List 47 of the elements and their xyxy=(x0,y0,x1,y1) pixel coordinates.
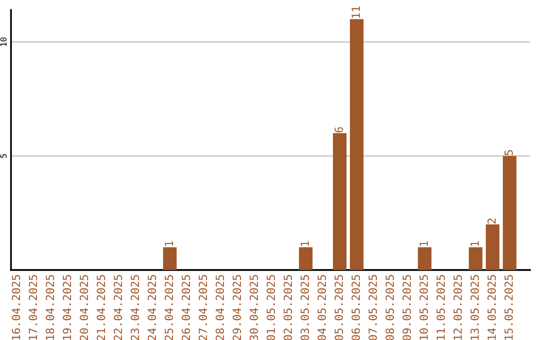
x-tick-label: 23.04.2025 xyxy=(130,275,140,340)
bar xyxy=(418,247,432,270)
x-tick-label: 09.05.2025 xyxy=(402,275,411,340)
data-label: 1 xyxy=(470,241,479,246)
data-label: 1 xyxy=(164,241,173,246)
data-label: 5 xyxy=(504,150,513,156)
x-tick-label: 12.05.2025 xyxy=(453,275,462,340)
x-tick-label: 22.04.2025 xyxy=(114,275,122,340)
x-tick-label: 17.04.2025 xyxy=(28,275,38,340)
data-label: 11 xyxy=(352,6,360,18)
x-tick-label: 18.04.2025 xyxy=(46,275,54,340)
x-tick-label: 25.04.2025 xyxy=(164,275,174,340)
x-tick-label: 03.05.2025 xyxy=(300,275,310,340)
x-tick-label: 06.05.2025 xyxy=(352,275,360,340)
bar xyxy=(298,247,313,270)
x-tick-label: 14.05.2025 xyxy=(487,275,496,340)
x-tick-label: 13.05.2025 xyxy=(470,275,479,340)
data-label: 1 xyxy=(300,241,309,246)
x-tick-label: 02.05.2025 xyxy=(284,275,292,340)
x-tick-label: 08.05.2025 xyxy=(386,275,394,340)
bar xyxy=(332,133,347,270)
bar xyxy=(163,247,177,270)
x-tick-label: 11.05.2025 xyxy=(436,275,445,340)
x-tick-label: 01.05.2025 xyxy=(266,275,276,340)
bar xyxy=(468,247,482,270)
x-tick-label: 24.04.2025 xyxy=(148,275,156,340)
bar xyxy=(502,156,516,270)
x-tick-label: 27.04.2025 xyxy=(198,275,208,340)
x-tick-label: 28.04.2025 xyxy=(216,275,224,340)
x-tick-label: 05.05.2025 xyxy=(334,275,343,340)
x-tick-label: 04.05.2025 xyxy=(318,275,326,340)
bar xyxy=(486,224,500,270)
x-tick-label: 15.05.2025 xyxy=(504,275,513,340)
x-tick-label: 30.04.2025 xyxy=(250,275,258,340)
data-label: 1 xyxy=(420,241,428,246)
x-tick-label: 16.04.2025 xyxy=(12,275,20,340)
x-tick-label: 19.04.2025 xyxy=(62,275,72,340)
x-tick-label: 10.05.2025 xyxy=(420,275,428,340)
bar xyxy=(350,19,364,270)
data-label: 2 xyxy=(487,218,496,224)
x-tick-label: 21.04.2025 xyxy=(96,275,106,340)
y-tick-label: 10 xyxy=(0,37,7,46)
x-tick-label: 29.04.2025 xyxy=(232,275,242,340)
data-label: 6 xyxy=(334,127,343,132)
x-tick-label: 20.04.2025 xyxy=(80,275,88,340)
x-tick-label: 07.05.2025 xyxy=(368,275,377,340)
x-tick-label: 26.04.2025 xyxy=(182,275,190,340)
